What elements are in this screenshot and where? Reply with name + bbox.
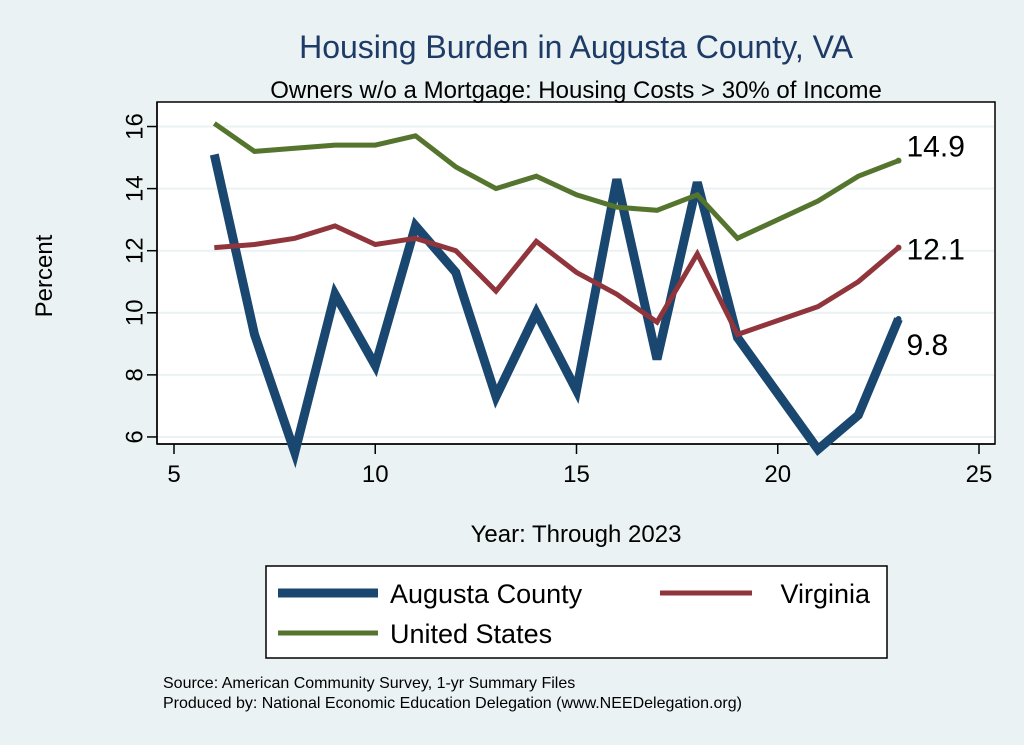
source-note: Source: American Community Survey, 1-yr … [163, 675, 575, 692]
x-tick-label: 15 [563, 461, 590, 488]
end-point [895, 315, 902, 322]
end-value-label: 14.9 [907, 131, 965, 164]
y-axis: 6 8 10 12 14 16 [122, 102, 158, 444]
end-point [895, 157, 902, 164]
y-axis-title: Percent [31, 234, 58, 317]
y-tick-label: 16 [122, 113, 149, 140]
x-axis: 5 10 15 20 25 [157, 443, 995, 488]
y-tick-label: 14 [122, 175, 149, 202]
legend-label: Augusta County [390, 579, 583, 609]
y-tick-label: 10 [122, 299, 149, 326]
x-tick-label: 5 [167, 461, 180, 488]
end-labels: 9.8 12.1 14.9 [895, 131, 965, 362]
y-tick-label: 6 [122, 430, 149, 443]
y-tick-label: 12 [122, 237, 149, 264]
series-lines [209, 121, 903, 469]
producer-note: Produced by: National Economic Education… [163, 695, 742, 712]
legend-box [265, 565, 888, 659]
series-line-united-states [212, 121, 900, 242]
x-axis-title: Year: Through 2023 [471, 521, 682, 548]
legend-label: Virginia [780, 579, 871, 609]
x-tick-label: 10 [362, 461, 389, 488]
end-point [895, 244, 902, 251]
y-tick-label: 8 [122, 368, 149, 381]
legend-label: United States [390, 619, 552, 649]
series-line-virginia [214, 223, 901, 338]
legend: Augusta County Virginia United States [278, 579, 871, 649]
end-value-label: 12.1 [907, 234, 965, 267]
x-tick-label: 25 [966, 461, 993, 488]
x-tick-label: 20 [764, 461, 791, 488]
chart-subtitle: Owners w/o a Mortgage: Housing Costs > 3… [270, 77, 882, 104]
chart-title: Housing Burden in Augusta County, VA [299, 29, 853, 65]
series-line-augusta-county [209, 153, 903, 469]
end-value-label: 9.8 [907, 329, 949, 362]
